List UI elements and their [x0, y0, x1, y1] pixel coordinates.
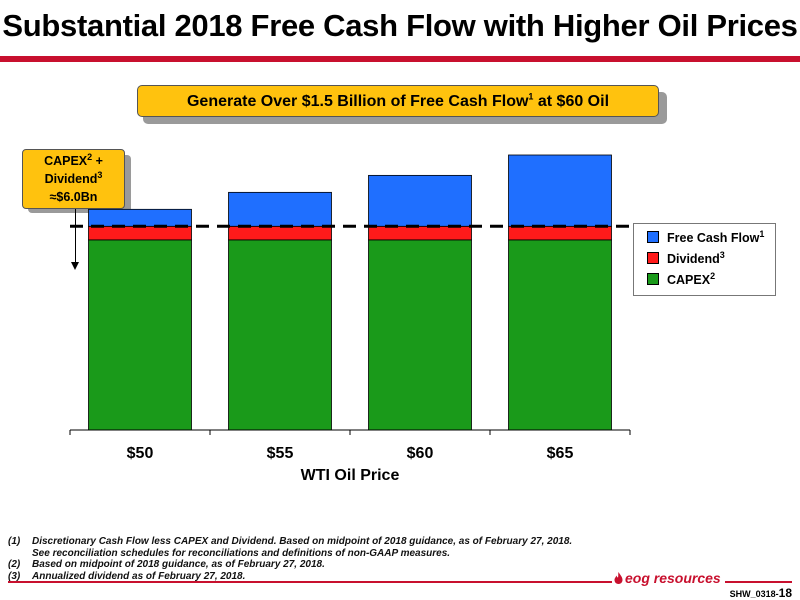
footer-divider — [8, 581, 792, 583]
callout-capex-ref: 2 — [87, 151, 93, 162]
footnote-2: (2) Based on midpoint of 2018 guidance, a… — [8, 559, 572, 571]
callout-plus: + — [92, 154, 103, 168]
bar-free-cash-flow-60 — [368, 174, 472, 227]
slide-title: Substantial 2018 Free Cash Flow with Hig… — [2, 8, 798, 43]
bar-capex-50 — [88, 239, 192, 431]
bar-dividend-50 — [88, 225, 192, 241]
footnote-3-number: (3) — [8, 570, 21, 582]
headline-banner: Generate Over $1.5 Billion of Free Cash … — [137, 85, 659, 117]
callout-line-2: Dividend3 — [23, 170, 124, 188]
legend-swatch-dividend — [647, 252, 659, 264]
callout-line-3: ≈$6.0Bn — [49, 190, 98, 204]
legend-label-free-cash-flow: Free Cash Flow — [667, 231, 760, 245]
bar-dividend-55 — [228, 225, 332, 241]
bar-free-cash-flow-65 — [508, 154, 612, 227]
footnote-2-text: Based on midpoint of 2018 guidance, as o… — [32, 559, 325, 570]
footnote-3-text: Annualized dividend as of February 27, 2… — [32, 570, 246, 582]
footnotes: (1) Discretionary Cash Flow less CAPEX an… — [8, 536, 572, 582]
callout-line-1: CAPEX2 + — [23, 152, 124, 170]
capex-dividend-callout: CAPEX2 + Dividend3 ≈$6.0Bn — [22, 149, 125, 209]
bar-free-cash-flow-55 — [228, 191, 332, 227]
flame-icon — [614, 572, 623, 584]
legend-item-capex: CAPEX2 — [647, 270, 716, 288]
callout-dividend-text: Dividend — [44, 172, 98, 186]
banner-suffix: at $60 Oil — [533, 93, 610, 110]
footnote-1-text: Discretionary Cash Flow less CAPEX and D… — [32, 536, 573, 547]
callout-capex-text: CAPEX — [44, 154, 88, 168]
callout-dividend-ref: 3 — [97, 169, 103, 180]
bar-dividend-65 — [508, 225, 612, 241]
logo-text: eog resources — [625, 570, 721, 586]
x-tick-label-55: $55 — [267, 445, 294, 462]
bar-free-cash-flow-50 — [88, 208, 192, 227]
banner-footnote-ref: 1 — [528, 91, 534, 102]
x-axis-title: WTI Oil Price — [301, 467, 400, 484]
bar-dividend-60 — [368, 225, 472, 241]
x-tick-label-50: $50 — [127, 445, 154, 462]
banner-text: Generate Over $1.5 Billion of Free Cash … — [186, 93, 529, 110]
legend-label-capex: CAPEX — [667, 273, 711, 287]
legend-swatch-free-cash-flow — [647, 231, 659, 243]
chart-legend: Free Cash Flow1 Dividend3 CAPEX2 — [633, 223, 776, 296]
slide-code: SHW_0318-18 — [730, 586, 792, 600]
bar-capex-55 — [228, 239, 332, 431]
legend-ref-dividend: 3 — [719, 249, 725, 260]
x-tick-label-60: $60 — [407, 445, 434, 462]
footnote-1-continued: See reconciliation schedules for reconci… — [32, 547, 451, 559]
slide-number: 18 — [778, 586, 792, 600]
legend-ref-capex: 2 — [710, 270, 716, 281]
legend-item-dividend: Dividend3 — [647, 249, 725, 267]
company-logo: eog resources — [612, 570, 725, 586]
legend-swatch-capex — [647, 273, 659, 285]
slide-code-text: SHW_0318- — [729, 589, 779, 599]
legend-item-free-cash-flow: Free Cash Flow1 — [647, 228, 765, 246]
legend-ref-free-cash-flow: 1 — [759, 228, 765, 239]
footnote-3: (3) Annualized dividend as of February 27… — [8, 571, 572, 583]
bar-capex-60 — [368, 239, 472, 431]
footnote-1: (1) Discretionary Cash Flow less CAPEX an… — [8, 536, 572, 548]
bar-capex-65 — [508, 239, 612, 431]
legend-label-dividend: Dividend — [667, 252, 720, 266]
footnote-1-number: (1) — [8, 536, 21, 547]
title-divider — [0, 56, 800, 62]
callout-arrow-icon — [71, 262, 79, 270]
footnote-2-number: (2) — [8, 559, 21, 570]
x-tick-label-65: $65 — [547, 445, 574, 462]
callout-arrow-line — [75, 209, 76, 264]
